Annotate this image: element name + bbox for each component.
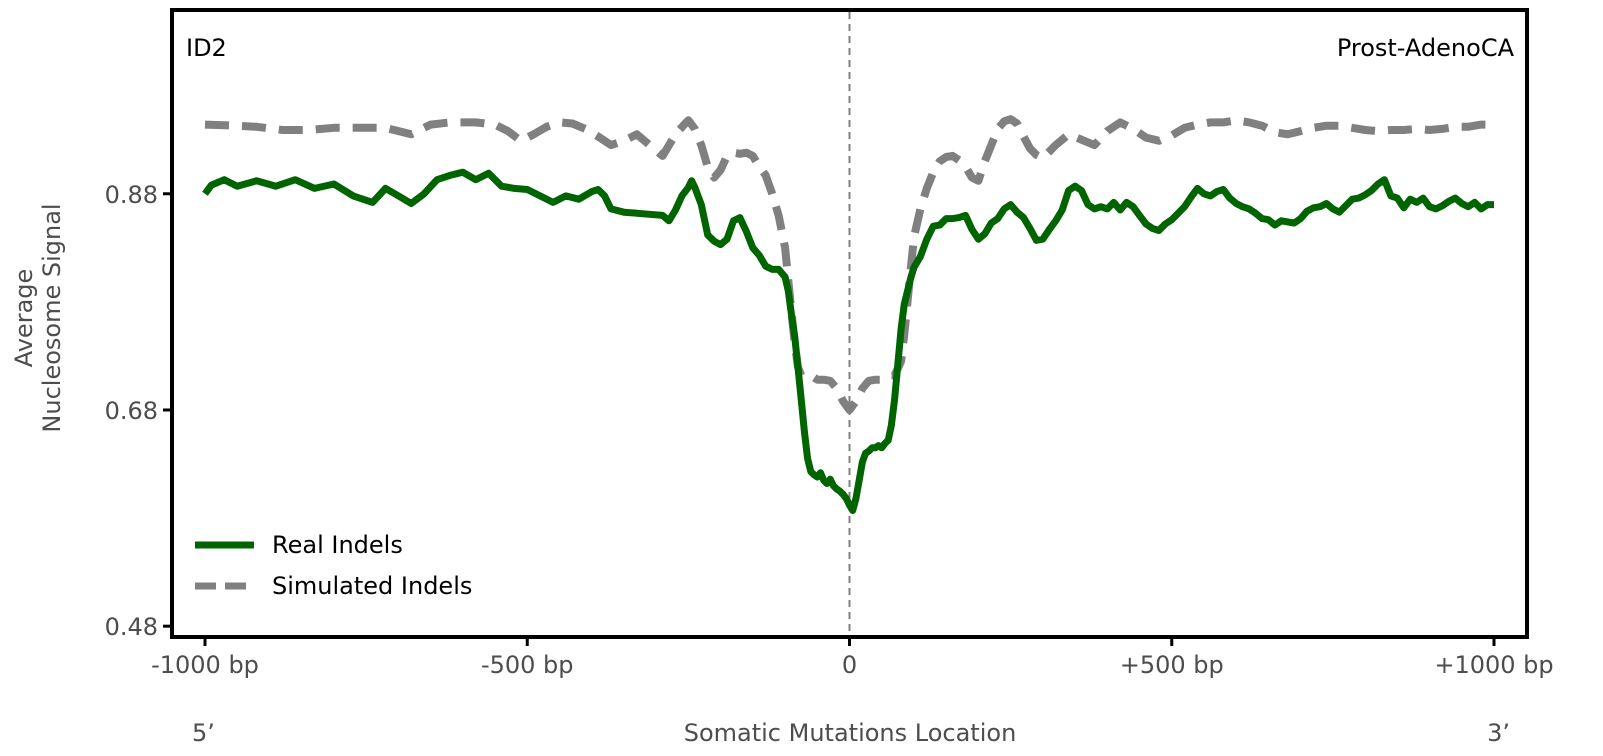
series-line-simulated-indels bbox=[204, 115, 1494, 414]
x-axis-title: Somatic Mutations Location bbox=[684, 719, 1017, 747]
y-axis-title-line-2: Nucleosome Signal bbox=[38, 203, 66, 432]
cancer-type-label: Prost-AdenoCA bbox=[1337, 34, 1515, 62]
legend: Real Indels Simulated Indels bbox=[195, 531, 472, 600]
x-tick-label-4: +1000 bp bbox=[1434, 651, 1553, 679]
x-axis-ticks: -1000 bp -500 bp 0 +500 bp +1000 bp bbox=[151, 637, 1554, 679]
x-tick-label-1: -500 bp bbox=[481, 651, 574, 679]
legend-label-simulated-indels: Simulated Indels bbox=[272, 572, 472, 600]
y-tick-label-2: 0.88 bbox=[105, 181, 158, 209]
y-tick-label-1: 0.68 bbox=[105, 397, 158, 425]
series-line-real-indels bbox=[202, 168, 1494, 514]
legend-label-real-indels: Real Indels bbox=[272, 531, 403, 559]
five-prime-label: 5’ bbox=[192, 719, 215, 747]
x-tick-label-2: 0 bbox=[842, 651, 857, 679]
signature-label: ID2 bbox=[186, 34, 227, 62]
x-tick-label-3: +500 bp bbox=[1120, 651, 1224, 679]
x-tick-label-0: -1000 bp bbox=[151, 651, 259, 679]
y-axis-title-line-1: Average bbox=[10, 269, 38, 368]
y-tick-label-0: 0.48 bbox=[105, 613, 158, 641]
three-prime-label: 3’ bbox=[1487, 719, 1510, 747]
y-axis-ticks: 0.48 0.68 0.88 bbox=[105, 181, 172, 641]
